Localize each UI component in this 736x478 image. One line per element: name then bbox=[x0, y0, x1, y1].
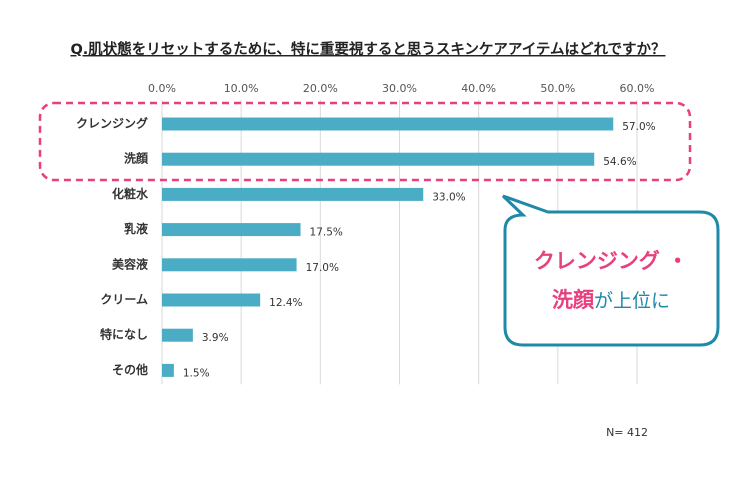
bar bbox=[162, 187, 424, 201]
x-tick-label: 10.0% bbox=[224, 82, 259, 95]
value-label: 57.0% bbox=[622, 121, 655, 133]
bar bbox=[162, 117, 614, 131]
x-tick-label: 20.0% bbox=[303, 82, 338, 95]
y-tick-label: 洗顔 bbox=[124, 151, 149, 166]
callout-box bbox=[501, 194, 720, 347]
x-tick-label: 40.0% bbox=[461, 82, 496, 95]
callout-line1: クレンジング ・ bbox=[534, 249, 688, 273]
bar bbox=[162, 293, 261, 307]
callout-rest: が上位に bbox=[594, 290, 670, 312]
bar bbox=[162, 258, 297, 272]
y-tick-label: その他 bbox=[112, 362, 148, 377]
x-tick-label: 50.0% bbox=[540, 82, 575, 95]
chart-title: Q.肌状態をリセットするために、特に重要視すると思うスキンケアアイテムはどれです… bbox=[70, 40, 665, 58]
bar bbox=[162, 328, 193, 342]
value-label: 33.0% bbox=[432, 191, 465, 203]
x-tick-label: 60.0% bbox=[620, 82, 655, 95]
bar bbox=[162, 152, 595, 166]
y-tick-label: 美容液 bbox=[112, 256, 148, 271]
bars: クレンジング 57.0% 洗顔 54.6% 化粧水 33.0% 乳液 17.5% 美容液 17.0… bbox=[76, 116, 656, 380]
value-label: 17.5% bbox=[310, 227, 343, 239]
value-label: 12.4% bbox=[269, 297, 302, 309]
callout-line2: 洗顔が上位に bbox=[552, 288, 670, 312]
y-tick-label: 化粧水 bbox=[112, 186, 149, 201]
x-tick-label: 30.0% bbox=[382, 82, 417, 95]
y-tick-label: クレンジング bbox=[76, 116, 148, 131]
value-label: 3.9% bbox=[202, 332, 229, 344]
y-tick-label: 乳液 bbox=[124, 221, 148, 236]
y-tick-label: クリーム bbox=[100, 293, 148, 307]
value-label: 1.5% bbox=[183, 367, 210, 379]
highlight-frame bbox=[38, 101, 692, 182]
value-label: 54.6% bbox=[603, 156, 636, 168]
x-tick-label: 0.0% bbox=[148, 82, 176, 95]
value-label: 17.0% bbox=[306, 262, 339, 274]
bar bbox=[162, 223, 301, 237]
y-tick-label: 特になし bbox=[100, 327, 148, 342]
bar bbox=[162, 363, 174, 377]
callout-highlight: 洗顔 bbox=[552, 288, 595, 312]
sample-size: N= 412 bbox=[606, 426, 648, 439]
grid: 0.0% 10.0% 20.0% 30.0% 40.0% 50.0% 60.0% bbox=[148, 82, 655, 385]
